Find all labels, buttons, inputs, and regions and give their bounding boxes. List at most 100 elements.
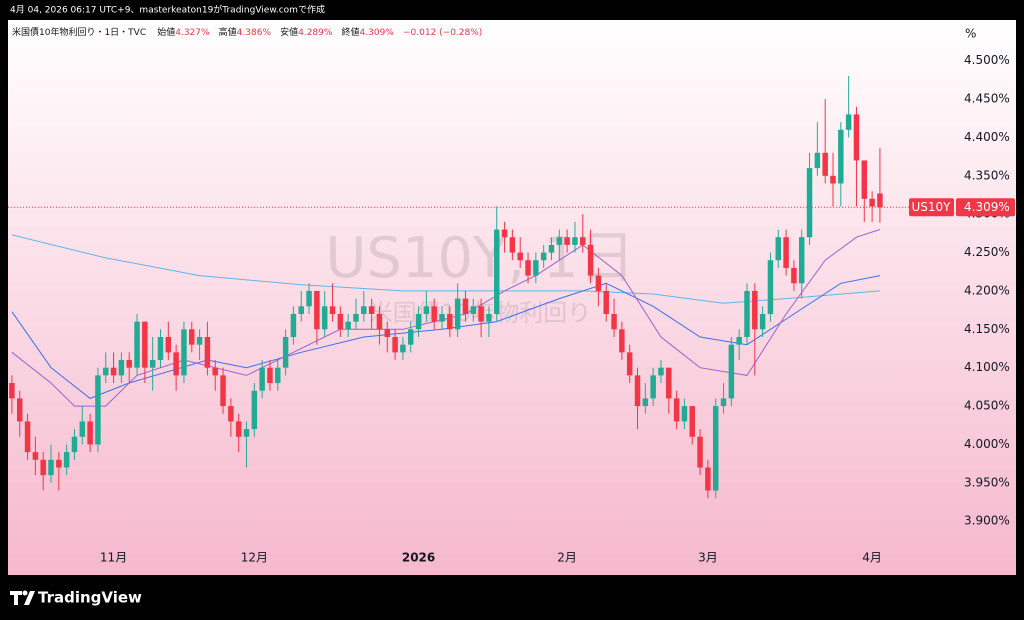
candle-body: [447, 313, 453, 330]
candle-body: [462, 298, 469, 314]
symbol-badge: [909, 198, 954, 217]
x-tick-label: 4月: [862, 551, 882, 565]
candle-body: [157, 336, 164, 361]
candle-body: [63, 452, 70, 468]
candle-body: [126, 360, 132, 368]
legend-label: 高値: [219, 26, 237, 38]
candle-body: [149, 360, 156, 368]
candle-body: [806, 168, 813, 238]
candle-body: [165, 336, 172, 353]
candle-body: [87, 421, 93, 445]
y-tick-label: 3.900%: [964, 514, 1010, 528]
candle-body: [400, 344, 406, 353]
moving-average: [11, 229, 881, 407]
y-tick-label: 4.400%: [964, 130, 1010, 144]
candle-body: [830, 175, 836, 184]
candle-body: [869, 198, 875, 207]
candle-body: [533, 260, 539, 276]
candle-body: [486, 313, 492, 322]
y-tick-label: 4.500%: [964, 53, 1010, 67]
y-tick-label: 4.100%: [964, 360, 1010, 374]
candle-body: [548, 244, 555, 253]
candle-body: [861, 160, 868, 199]
candle-body: [705, 467, 711, 491]
candle-body: [759, 313, 766, 330]
chart-background: [8, 20, 1016, 575]
candle-body: [196, 336, 203, 345]
candle-body: [103, 367, 109, 376]
y-tick-label: 4.050%: [964, 399, 1010, 413]
candle-body: [384, 329, 391, 337]
candle-body: [40, 459, 46, 476]
candle-body: [587, 244, 594, 276]
candle-body: [345, 321, 351, 330]
candle-body: [95, 375, 101, 445]
candle-body: [681, 406, 688, 422]
candle-body: [361, 306, 367, 314]
candle-body: [650, 375, 656, 399]
candle-body: [259, 367, 265, 391]
logo-mark: [10, 591, 35, 605]
candle-body: [228, 406, 234, 422]
candle-body: [517, 252, 523, 261]
candle-body: [540, 252, 547, 261]
candle-body: [282, 336, 289, 368]
candle-body: [431, 306, 437, 322]
candle-body: [673, 398, 680, 422]
candle-body: [798, 237, 805, 284]
legend-value: 4.289%: [298, 28, 333, 38]
candle-body: [423, 306, 430, 314]
candle-body: [611, 313, 617, 330]
candle-body: [853, 114, 860, 161]
price-badge: [956, 198, 1015, 217]
y-tick-label: 4.250%: [964, 245, 1010, 259]
candle-body: [775, 237, 782, 261]
price-badge-label: 4.309%: [964, 200, 1010, 214]
candle-body: [712, 406, 719, 491]
candle-body: [736, 336, 742, 345]
y-tick-label: 3.950%: [964, 475, 1010, 489]
candle-body: [626, 352, 633, 376]
candle-body: [845, 114, 852, 130]
symbol-badge-label: US10Y: [912, 200, 952, 214]
candle-body: [634, 375, 641, 407]
candle-body: [501, 229, 508, 238]
candle-body: [642, 398, 649, 407]
candle-body: [181, 329, 187, 376]
candle-body: [720, 398, 727, 407]
candle-body: [71, 436, 78, 453]
candle-body: [478, 306, 484, 322]
candle-body: [572, 237, 578, 245]
candle-body: [658, 367, 664, 376]
candle-body: [298, 306, 304, 314]
legend-value: 4.309%: [360, 28, 395, 38]
legend-value: 4.386%: [237, 28, 272, 38]
legend-value: 4.327%: [175, 28, 210, 38]
candle-body: [118, 360, 125, 376]
candle-body: [189, 329, 195, 345]
y-tick-label: 4.150%: [964, 322, 1010, 336]
legend-change: −0.012 (−0.28%): [403, 28, 482, 38]
candle-body: [275, 367, 281, 384]
legend-label: 安値: [280, 26, 298, 38]
candle-body: [48, 459, 54, 476]
candle-body: [407, 329, 414, 345]
legend: 米国債10年物利回り・1日・TVC 始値4.327% 高値4.386% 安値4.…: [12, 22, 482, 41]
y-tick-label: 4.000%: [964, 437, 1010, 451]
legend-label: 始値: [157, 26, 175, 38]
axis-unit: %: [965, 27, 976, 41]
candle-body: [56, 459, 62, 468]
candle-body: [220, 375, 226, 407]
candle-body: [392, 336, 398, 353]
legend-label: 終値: [342, 26, 360, 38]
candle-body: [556, 237, 563, 245]
x-tick-label: 12月: [241, 551, 268, 565]
candle-body: [142, 321, 148, 368]
candle-body: [822, 152, 828, 176]
brand: TradingView: [38, 589, 142, 607]
candle-body: [9, 383, 15, 399]
candle-body: [24, 421, 31, 453]
candle-body: [306, 290, 312, 307]
candle-body: [415, 313, 422, 330]
